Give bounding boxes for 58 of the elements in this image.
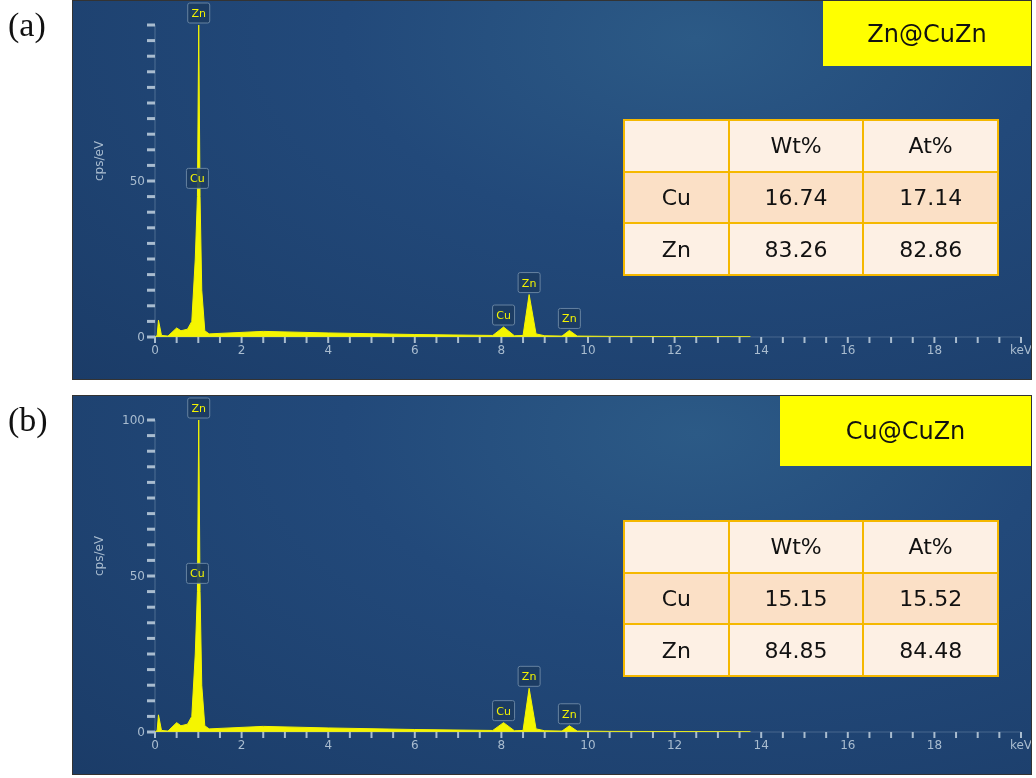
- y-tick-label: 50: [129, 174, 145, 189]
- y-tick-label: 0: [137, 725, 145, 740]
- x-tick-label: 8: [497, 342, 506, 357]
- annotation: 15.52: [863, 572, 998, 625]
- x-tick-label: 16: [840, 737, 856, 752]
- x-tick-label: 8: [497, 737, 506, 752]
- x-tick-label: 0: [151, 737, 159, 752]
- x-tick-label: 18: [926, 737, 943, 752]
- y-axis-title: cps/eV: [92, 535, 107, 576]
- annotation: Cu: [190, 567, 205, 581]
- annotation: 15.15: [728, 572, 864, 625]
- x-tick-label: 0: [151, 342, 159, 357]
- annotation: Zn: [191, 7, 207, 20]
- annotation: Wt%: [728, 120, 864, 172]
- x-tick-label: 16: [840, 342, 856, 357]
- annotation: Zn: [521, 670, 537, 684]
- x-tick-label: 12: [666, 737, 683, 752]
- y-axis-title: cps/eV: [92, 140, 107, 181]
- x-tick-label: 18: [926, 342, 943, 357]
- annotation: 83.26: [728, 223, 864, 275]
- annotation: 82.86: [863, 223, 998, 275]
- annotation: Zn: [562, 312, 577, 326]
- x-tick-label: 6: [410, 342, 419, 357]
- y-tick-label: 50: [129, 569, 145, 584]
- label-box: Cu@CuZn: [780, 396, 1031, 466]
- annotation: At%: [863, 521, 998, 573]
- x-tick-label: 2: [237, 737, 246, 752]
- annotation: 16.74: [728, 171, 864, 224]
- annotation: Cu: [190, 172, 205, 186]
- chart-title: (b): [8, 401, 48, 439]
- x-tick-label: 4: [324, 342, 333, 357]
- annotation: 84.85: [728, 624, 864, 676]
- annotation: Zn: [191, 402, 207, 415]
- y-tick-label: 0: [137, 330, 145, 345]
- x-tick-label: 6: [410, 737, 419, 752]
- annotation: Zn: [624, 624, 729, 676]
- annotation: Zn: [624, 223, 729, 275]
- x-tick-label: 14: [753, 342, 769, 357]
- annotation: Cu: [496, 309, 511, 323]
- annotation: Cu: [624, 572, 729, 625]
- annotation: Wt%: [728, 521, 864, 573]
- x-tick-label: keV: [1009, 342, 1033, 357]
- annotation: At%: [863, 120, 998, 172]
- annotation: 84.48: [863, 624, 998, 676]
- annotation: Cu: [496, 704, 511, 718]
- annotation: Zn: [562, 707, 577, 721]
- x-tick-label: 2: [237, 342, 246, 357]
- annotation: Cu: [624, 171, 729, 224]
- y-tick-label: 100: [122, 413, 145, 428]
- label-box: Zn@CuZn: [823, 1, 1031, 66]
- x-tick-label: 10: [580, 342, 596, 357]
- annotation: 17.14: [863, 171, 998, 224]
- x-tick-label: 12: [666, 342, 683, 357]
- chart-title: (a): [8, 6, 46, 44]
- x-tick-label: 14: [753, 737, 769, 752]
- x-tick-label: 10: [580, 737, 596, 752]
- x-tick-label: 4: [324, 737, 333, 752]
- x-tick-label: keV: [1009, 737, 1033, 752]
